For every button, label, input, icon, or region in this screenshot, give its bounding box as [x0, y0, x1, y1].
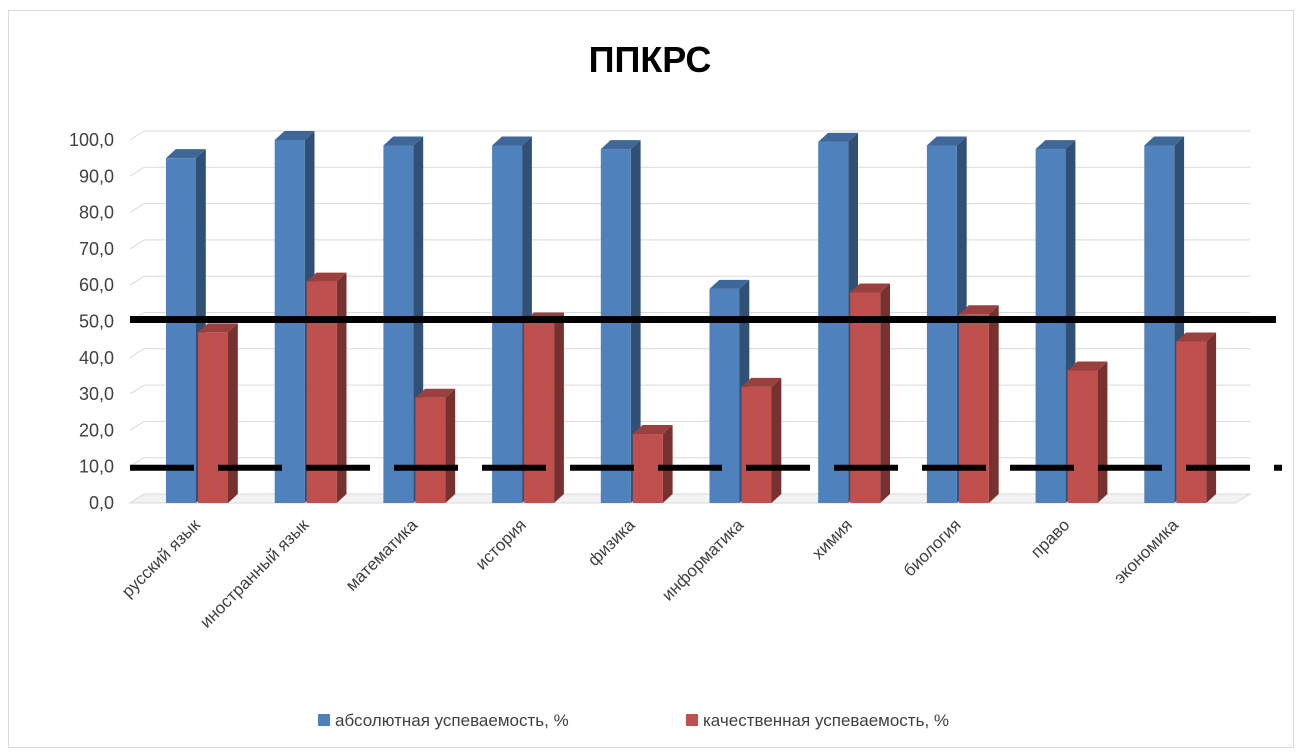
bar-side — [228, 323, 238, 503]
bar-top — [818, 132, 858, 142]
y-tick-label: 50,0 — [79, 312, 114, 332]
bar-side — [1097, 361, 1108, 503]
grid-line-side — [129, 239, 145, 250]
bar-top — [1144, 136, 1185, 146]
bar-absolute — [383, 145, 414, 503]
bar-quality — [1176, 341, 1207, 503]
bar-top — [1176, 332, 1217, 342]
x-tick-label: экономика — [1110, 515, 1183, 588]
legend-label: абсолютная успеваемость, % — [335, 711, 569, 730]
x-tick-label: иностранный язык — [196, 515, 313, 632]
x-tick-label: информатика — [658, 515, 748, 605]
legend-swatch — [318, 714, 330, 726]
bar-side — [880, 283, 890, 503]
y-tick-label: 90,0 — [79, 166, 114, 186]
grid-line-side — [129, 275, 145, 286]
bar-absolute — [1144, 145, 1175, 503]
x-tick-label: химия — [808, 515, 856, 563]
y-tick-label: 30,0 — [79, 384, 114, 404]
bar-absolute — [1035, 149, 1066, 503]
y-tick-label: 20,0 — [79, 420, 114, 440]
bar-top — [415, 388, 456, 398]
legend-label: качественная успеваемость, % — [703, 711, 949, 730]
bar-top — [166, 149, 206, 159]
bar-top — [709, 279, 750, 289]
bar-top — [383, 136, 424, 146]
bar-side — [771, 377, 782, 503]
bar-absolute — [600, 149, 631, 503]
bar-top — [198, 323, 238, 333]
bar-side — [554, 312, 564, 503]
grid-line-side — [129, 420, 145, 431]
bar-quality — [632, 434, 663, 503]
bar-absolute — [926, 145, 957, 503]
bar-side — [336, 272, 347, 503]
y-tick-label: 80,0 — [79, 203, 114, 223]
bar-top — [1035, 140, 1076, 150]
y-axis-ticks: 0,0 10,0 20,0 30,0 40,0 50,0 60,0 70,0 80,0 90,0 1… — [69, 130, 114, 513]
y-tick-label: 70,0 — [79, 239, 114, 259]
bar-top — [492, 136, 532, 146]
grid-line-side — [129, 348, 145, 359]
bar-absolute — [492, 145, 523, 503]
bar-top — [274, 131, 315, 140]
bar-top — [926, 136, 967, 146]
bar-top — [632, 425, 673, 435]
y-tick-label: 100,0 — [69, 130, 114, 150]
y-tick-label: 0,0 — [89, 493, 114, 513]
bar-top — [850, 283, 890, 293]
bar-quality — [958, 314, 989, 503]
x-tick-label: право — [1027, 515, 1073, 561]
bar-quality — [1067, 370, 1098, 503]
bar-absolute — [166, 158, 196, 503]
grid-line-side — [129, 130, 145, 141]
x-tick-label: русский язык — [118, 515, 204, 601]
y-tick-label: 40,0 — [79, 348, 114, 368]
x-tick-label: математика — [342, 515, 422, 595]
y-tick-label: 10,0 — [79, 457, 114, 477]
grid-line-side — [129, 203, 145, 214]
bar-top — [600, 140, 641, 150]
grid-line-side — [129, 166, 145, 177]
bar-top — [958, 305, 999, 315]
bar-side — [662, 425, 673, 503]
x-tick-label: история — [472, 515, 530, 573]
bar-side — [1206, 332, 1217, 503]
bar-quality — [198, 332, 228, 503]
bar-quality — [524, 321, 555, 503]
bar-side — [988, 305, 999, 503]
legend: абсолютная успеваемость, % качественная у… — [318, 711, 949, 730]
bar-top — [741, 377, 782, 387]
bar-top — [306, 272, 347, 282]
legend-swatch — [686, 714, 698, 726]
bar-side — [445, 388, 456, 503]
bar-quality — [415, 397, 446, 503]
bar-quality — [850, 292, 881, 503]
bar-quality — [741, 386, 772, 503]
grid-line-side — [129, 384, 145, 395]
chart-title: ППКРС — [589, 39, 712, 80]
x-tick-label: биология — [900, 515, 965, 580]
y-tick-label: 60,0 — [79, 275, 114, 295]
bar-top — [1067, 361, 1108, 371]
reference-lines — [130, 316, 1282, 471]
x-tick-label: физика — [584, 515, 639, 570]
